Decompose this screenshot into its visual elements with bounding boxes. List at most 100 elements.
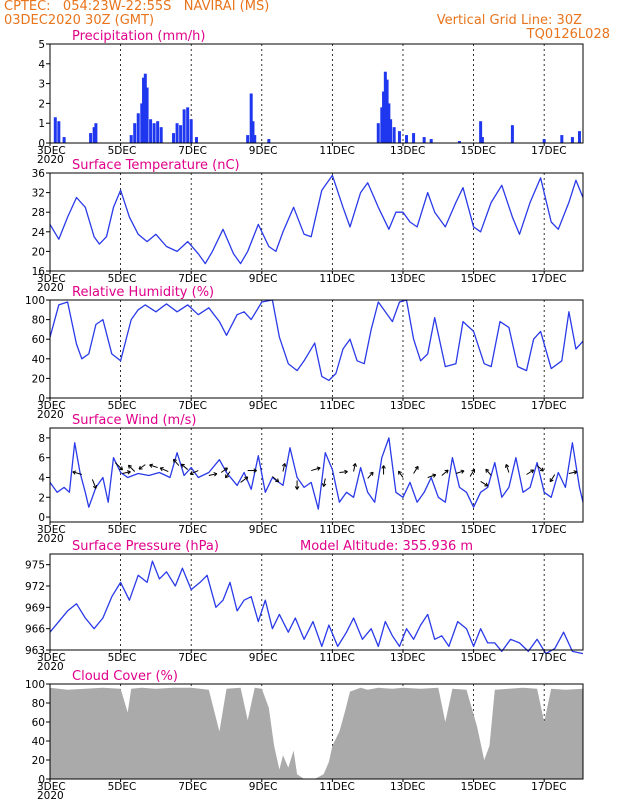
precip-bar: [577, 131, 581, 143]
y-tick-label: 966: [25, 624, 45, 636]
wind-arrow-head: [444, 469, 449, 474]
precip-bar: [189, 119, 193, 143]
station-info: CPTEC: 054:23W-22:55S NAVIRAI (MS): [4, 0, 270, 14]
year-label: 2020: [37, 154, 64, 166]
y-tick-label: 60: [32, 717, 45, 729]
x-tick-label: 13DEC: [390, 273, 425, 285]
precip-bar: [249, 93, 253, 143]
grid-line-note: Vertical Grid Line: 30Z: [436, 13, 582, 28]
y-tick-label: 6: [38, 453, 45, 465]
wind-arrow-head: [460, 469, 465, 474]
wind-arrow-head: [275, 478, 280, 483]
wind-arrow: [225, 471, 231, 479]
precip-bar: [267, 139, 271, 143]
wind-arrow: [159, 467, 169, 472]
precip-bar: [397, 131, 401, 143]
precip-bar: [175, 123, 179, 143]
year-label: 2020: [37, 409, 64, 421]
y-tick-label: 20: [32, 373, 45, 385]
precip-bar: [142, 77, 146, 143]
y-tick-label: 969: [25, 602, 45, 614]
wind-arrow: [505, 464, 510, 473]
y-tick-label: 4: [38, 472, 45, 484]
x-tick-label: 9DEC: [249, 400, 278, 412]
wind-arrow: [413, 466, 419, 474]
precip-bar: [172, 133, 176, 143]
x-tick-label: 13DEC: [390, 400, 425, 412]
wind-arrow-head: [530, 469, 535, 474]
x-tick-label: 3DEC: [37, 400, 66, 412]
precip-bar: [92, 127, 96, 143]
wind-arrow: [353, 463, 356, 472]
y-tick-label: 16: [32, 266, 46, 278]
precip-bar: [179, 125, 183, 143]
year-label: 2020: [37, 790, 64, 800]
x-tick-label: 13DEC: [390, 524, 425, 536]
precip-bar: [429, 139, 433, 143]
precip-bar: [392, 127, 396, 143]
wind-arrow-head: [471, 468, 476, 473]
wind-arrow-head: [344, 469, 348, 475]
precip-bar: [376, 123, 380, 143]
y-tick-label: 963: [25, 645, 45, 657]
wind-arrow-head: [316, 466, 321, 471]
x-tick-label: 7DEC: [178, 524, 207, 536]
x-tick-label: 17DEC: [531, 400, 566, 412]
x-tick-label: 7DEC: [178, 400, 207, 412]
precip-bar: [89, 133, 93, 143]
rh-line: [49, 299, 584, 382]
wind-arrow-head: [92, 484, 98, 489]
wind-arrow: [549, 474, 556, 482]
precip-bar: [412, 133, 416, 143]
precip-bar: [159, 127, 163, 143]
wind-arrow: [485, 468, 492, 476]
year-label: 2020: [37, 661, 64, 673]
y-tick-label: 4: [38, 59, 45, 71]
wind-arrow: [568, 471, 578, 475]
precip-bar: [149, 119, 153, 143]
wind-arrow-head: [397, 470, 402, 475]
precip-bar: [156, 121, 160, 143]
wind-arrow-head: [138, 465, 143, 470]
x-tick-label: 3DEC: [37, 145, 66, 157]
wind-arrow-head: [352, 463, 357, 467]
precip-bar: [251, 121, 255, 143]
wind-arrow-head: [573, 470, 578, 475]
wind-arrow-head: [189, 470, 194, 476]
y-tick-label: 32: [32, 188, 45, 200]
y-tick-label: 975: [25, 560, 45, 572]
panel-rh: 0 20 40 60 80 100 3DEC 5DEC 7DEC 9DEC 11DEC 13DEC 15…: [25, 285, 584, 421]
precip-bar: [253, 135, 257, 143]
precip-title: Precipitation (mm/h): [72, 29, 205, 44]
precip-bar: [194, 137, 198, 143]
panel-precip: 0 1 2 3 4 5 3DEC 5DEC 7DEC 9DEC 11DEC 13DEC 15DEC 17D…: [37, 29, 584, 166]
wind-arrow: [220, 467, 228, 473]
precip-bar: [479, 121, 483, 143]
wind-arrow-head: [484, 482, 489, 487]
wind-arrow-head: [127, 464, 132, 469]
precip-bar: [405, 135, 409, 143]
y-tick-label: 100: [25, 295, 45, 307]
x-tick-label: 11DEC: [319, 781, 354, 793]
precip-bar: [140, 103, 144, 143]
y-tick-label: 0: [38, 393, 45, 405]
plot-frame: [49, 553, 584, 651]
x-tick-label: 11DEC: [319, 145, 354, 157]
wind-arrow-head: [432, 473, 437, 478]
y-tick-label: 20: [32, 755, 45, 767]
wind-arrow: [367, 471, 374, 479]
wind-line: [49, 437, 584, 510]
x-tick-label: 17DEC: [531, 652, 566, 664]
wind-arrow: [427, 474, 436, 478]
x-tick-label: 13DEC: [390, 652, 425, 664]
x-tick-label: 17DEC: [531, 273, 566, 285]
wind-arrow: [323, 478, 326, 487]
precip-bar: [457, 141, 461, 143]
precip-bar: [129, 135, 133, 143]
wind-arrow: [311, 467, 321, 472]
x-tick-label: 9DEC: [249, 524, 278, 536]
y-tick-label: 100: [25, 679, 45, 691]
y-tick-label: 24: [32, 227, 46, 239]
x-tick-label: 17DEC: [531, 145, 566, 157]
